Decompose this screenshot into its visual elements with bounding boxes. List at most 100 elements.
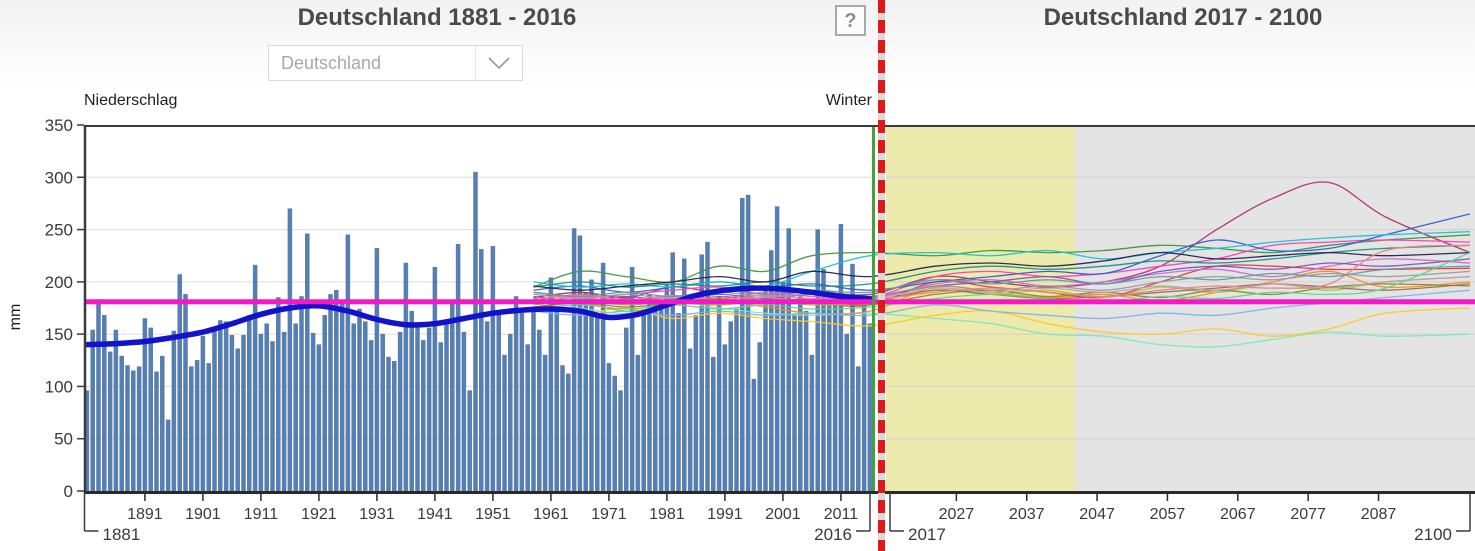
region-dropdown-value: Deutschland <box>281 53 382 73</box>
precip-bar <box>821 269 826 492</box>
ensemble-line-9 <box>533 258 1471 302</box>
precip-bar <box>537 329 542 492</box>
precip-bar <box>583 292 588 492</box>
precip-bar <box>119 355 124 492</box>
precip-bar <box>351 323 356 492</box>
precip-bar <box>658 308 664 492</box>
trend-line <box>84 285 873 348</box>
precip-bar <box>815 229 820 492</box>
x-tick-label: 2087 <box>1361 506 1397 523</box>
y-tick-label: 0 <box>64 482 73 501</box>
precip-bar <box>206 363 211 492</box>
precip-bar <box>653 302 658 492</box>
precip-bar <box>281 331 287 492</box>
precip-bar <box>711 356 716 492</box>
season-label: Winter <box>825 92 872 109</box>
x-tick-label: 2047 <box>1079 506 1115 523</box>
precip-bar <box>687 348 693 492</box>
precip-bar <box>664 283 670 492</box>
precip-bar <box>148 327 153 492</box>
ensemble-line-1 <box>533 234 1471 288</box>
x-tick-label: 1951 <box>475 506 511 523</box>
ensemble-line-8 <box>533 258 1471 302</box>
precip-bar <box>722 344 728 492</box>
precip-bar <box>409 310 414 492</box>
precip-bar <box>676 312 681 492</box>
chevron-down-icon[interactable] <box>475 46 522 80</box>
precip-bar <box>131 370 136 492</box>
precip-bar <box>287 208 293 492</box>
precip-bar <box>624 327 629 492</box>
ensemble-line-21 <box>533 252 1471 310</box>
ensemble-line-7 <box>533 239 1471 299</box>
precip-bar <box>403 262 409 492</box>
precip-bar <box>844 333 849 492</box>
precip-bar <box>339 302 345 492</box>
axis-end-label: 2100 <box>1414 525 1452 544</box>
precip-bar <box>832 296 838 492</box>
precip-bar <box>397 331 403 492</box>
precip-bar <box>682 258 687 492</box>
precip-bar <box>508 333 513 492</box>
axis-end-label: 2017 <box>908 525 946 544</box>
precip-bar <box>571 228 577 492</box>
region-dropdown[interactable]: Deutschland <box>268 45 523 81</box>
precip-bar <box>334 289 339 492</box>
x-tick-label: 1921 <box>301 506 337 523</box>
precip-bar <box>740 197 745 492</box>
precip-bar <box>96 299 101 492</box>
precip-bar <box>235 348 240 492</box>
precip-bar <box>322 315 327 492</box>
y-tick-label: 300 <box>45 168 73 187</box>
precip-bar <box>525 344 530 492</box>
x-tick-label: 1961 <box>533 506 569 523</box>
precip-bar <box>171 330 177 492</box>
y-tick-label: 50 <box>54 430 73 449</box>
precip-bar <box>595 312 600 492</box>
header <box>0 0 1475 90</box>
precip-bar <box>473 171 478 492</box>
x-tick-label: 1971 <box>591 506 627 523</box>
precip-bar <box>247 315 252 492</box>
x-tick-label: 1941 <box>417 506 453 523</box>
precip-bar <box>699 254 704 492</box>
precip-bar <box>380 333 385 492</box>
precip-bar <box>177 274 182 492</box>
x-tick-label: 1981 <box>649 506 685 523</box>
precip-bar <box>229 334 235 492</box>
precip-bar <box>438 342 443 492</box>
precip-bar <box>165 419 171 492</box>
precip-bar <box>461 331 467 492</box>
precip-bar <box>542 354 548 492</box>
precip-bar <box>502 354 507 492</box>
ensemble-line-2 <box>533 296 1471 348</box>
precip-bar <box>641 312 646 492</box>
x-tick-label: 2077 <box>1290 506 1326 523</box>
precip-bar <box>345 234 351 492</box>
precip-bar <box>693 315 699 492</box>
precip-bar <box>809 354 815 492</box>
precip-bar <box>734 308 739 492</box>
precip-bar <box>421 340 426 492</box>
precip-bar <box>374 248 380 492</box>
x-tick-label: 2001 <box>765 506 801 523</box>
precip-bar <box>183 294 188 492</box>
precip-bar <box>200 335 206 492</box>
precip-bar <box>629 266 635 492</box>
precip-bar <box>107 351 113 492</box>
precip-bar <box>467 390 472 492</box>
precip-bar <box>142 318 148 492</box>
precip-bar <box>113 329 119 492</box>
precip-bar <box>780 281 786 492</box>
ensemble-line-20 <box>533 265 1471 298</box>
ensemble-line-10 <box>533 213 1471 293</box>
x-tick-label: 1901 <box>185 506 221 523</box>
ensemble-line-6 <box>533 181 1471 299</box>
ensemble-line-18 <box>533 251 1471 291</box>
precip-bar <box>850 263 855 492</box>
historical-panel-title: Deutschland 1881 - 2016 <box>297 4 577 31</box>
precip-bar <box>264 323 269 492</box>
precip-bar <box>554 306 559 492</box>
help-button[interactable]: ? <box>835 5 866 36</box>
y-axis-unit-label: mm <box>7 303 24 331</box>
